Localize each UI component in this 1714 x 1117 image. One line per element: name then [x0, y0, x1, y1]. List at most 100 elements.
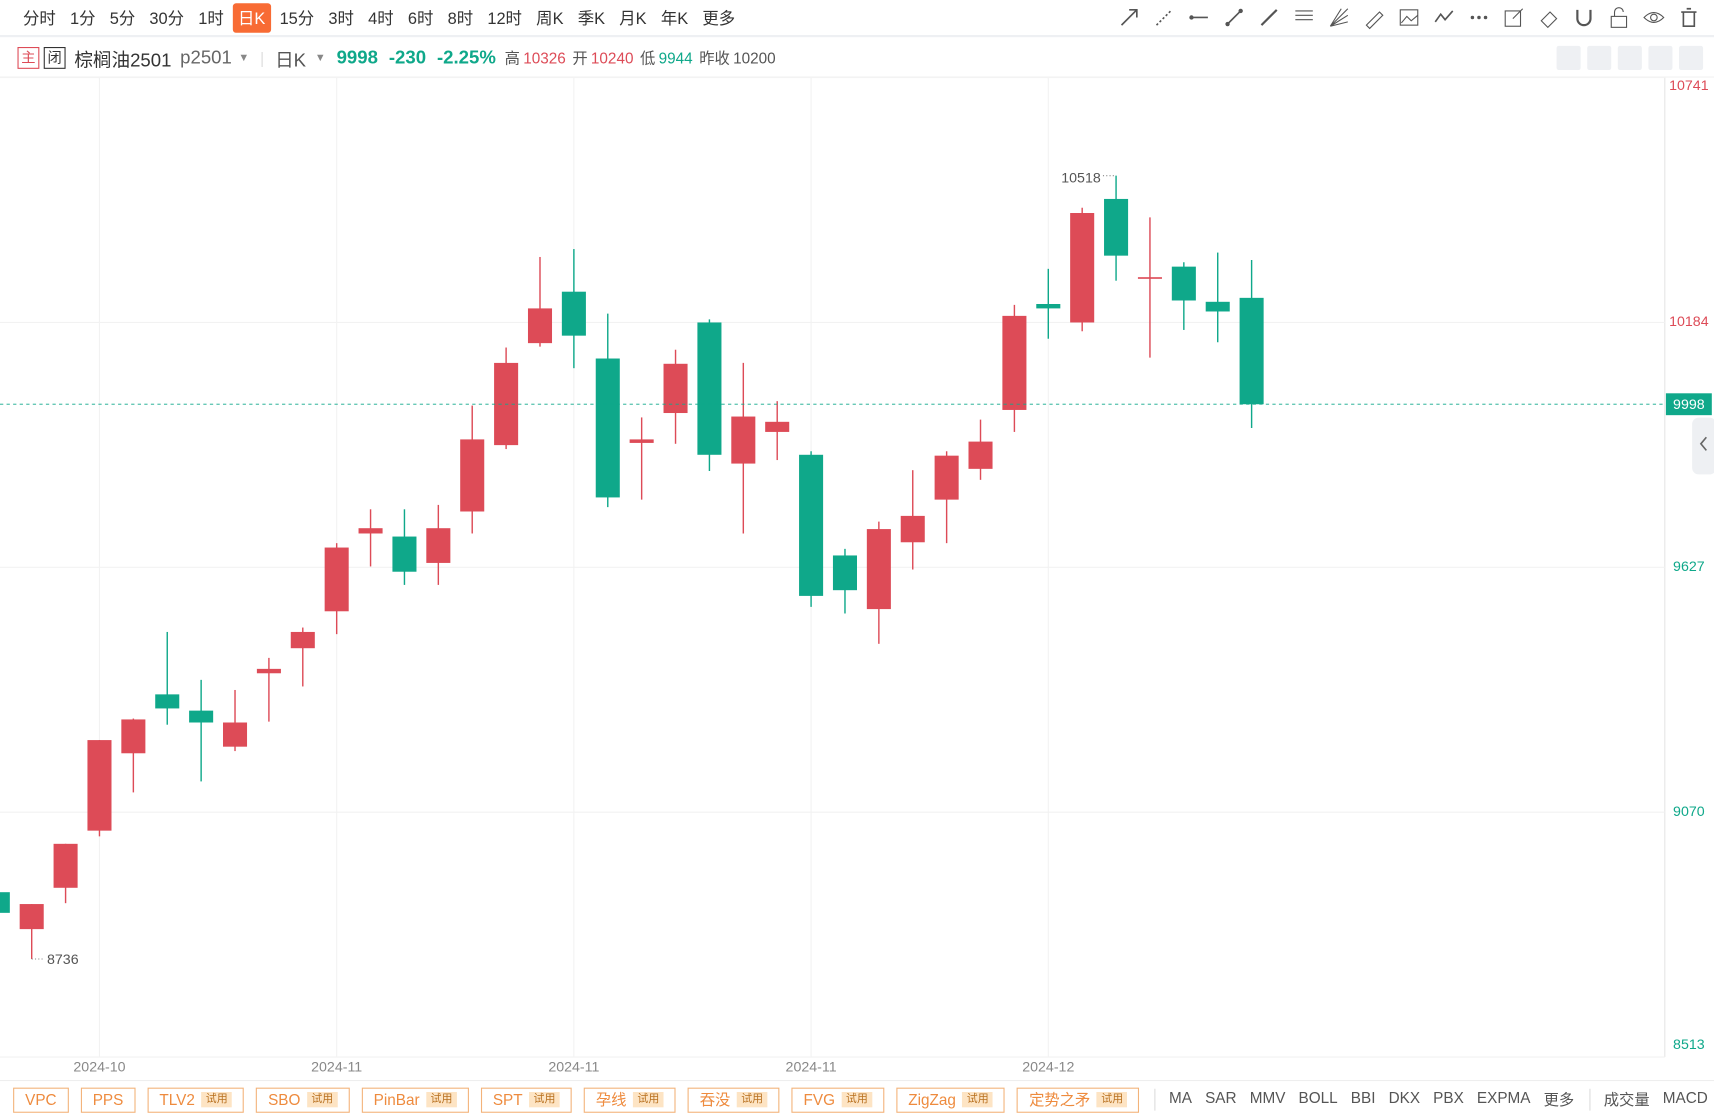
quote-header: 主 闭 棕榈油2501 p2501 ▼ | 日K ▼ 9998 -230 -2.… [0, 39, 1714, 78]
main-indicators: MA SAR MMV BOLL BBI DKX PBX EXPMA 更多 [1154, 1088, 1575, 1111]
period-button[interactable]: 12时 [487, 9, 522, 28]
period-button[interactable]: 6时 [407, 9, 434, 28]
tag-name: 吞没 [699, 1090, 731, 1108]
tool-arrow[interactable] [1117, 5, 1141, 29]
tool-edit[interactable] [1502, 5, 1526, 29]
collapse-icon [1699, 436, 1707, 451]
tool-magnet[interactable] [1572, 5, 1596, 29]
tool-hline[interactable] [1187, 5, 1211, 29]
signal-tag[interactable]: 吞没 试用 [687, 1087, 780, 1113]
candle-body [426, 528, 451, 563]
candle-body [324, 547, 349, 612]
icon-expand[interactable] [1648, 45, 1673, 70]
tag-name: 孕线 [595, 1090, 627, 1108]
indicator[interactable]: SAR [1205, 1088, 1237, 1107]
signal-tag[interactable]: PinBar 试用 [361, 1087, 469, 1113]
signal-tag[interactable]: VPC [13, 1087, 69, 1113]
icon-close[interactable] [1679, 45, 1704, 70]
tool-wave[interactable] [1432, 5, 1456, 29]
tool-eraser[interactable] [1537, 5, 1561, 29]
candle-body [934, 455, 959, 500]
indicator[interactable]: MA [1169, 1088, 1192, 1107]
contract-code[interactable]: p2501 [180, 47, 232, 68]
y-tick-label: 9070 [1673, 804, 1705, 820]
signal-tag[interactable]: TLV2 试用 [147, 1087, 245, 1113]
icon-indicator[interactable] [1556, 45, 1581, 70]
tool-line[interactable] [1257, 5, 1281, 29]
candle-body [968, 441, 993, 469]
candle-body [460, 439, 485, 512]
signal-tag[interactable]: 定势之矛 试用 [1017, 1087, 1140, 1113]
separator: | [260, 49, 265, 67]
period-button[interactable]: 3时 [328, 9, 354, 28]
tag-badge: 试用 [962, 1092, 994, 1108]
indicator[interactable]: EXPMA [1476, 1088, 1531, 1107]
tool-more[interactable] [1467, 5, 1491, 29]
icon-candle[interactable] [1617, 45, 1642, 70]
period-button[interactable]: 1分 [69, 9, 96, 28]
period-button[interactable]: 日K [232, 2, 271, 33]
period-button[interactable]: 季K [577, 9, 606, 28]
candle-body [392, 536, 417, 572]
tool-segment[interactable] [1222, 5, 1246, 29]
tool-eye[interactable] [1642, 5, 1666, 29]
y-tick-label: 9627 [1673, 559, 1705, 575]
badge-main[interactable]: 主 [17, 47, 40, 69]
period-button[interactable]: 4时 [368, 9, 394, 28]
tag-name: FVG [803, 1090, 835, 1108]
period-button[interactable]: 1时 [198, 9, 224, 28]
period-button[interactable]: 更多 [702, 9, 736, 28]
signal-tag[interactable]: SPT 试用 [480, 1087, 572, 1113]
indicator[interactable]: DKX [1388, 1088, 1421, 1107]
candle-body [189, 710, 214, 723]
signal-tag[interactable]: SBO 试用 [256, 1087, 350, 1113]
period-button[interactable]: 分时 [22, 9, 56, 28]
indicator[interactable]: PBX [1433, 1088, 1464, 1107]
badge-close[interactable]: 闭 [43, 47, 66, 69]
indicator[interactable]: BBI [1350, 1088, 1376, 1107]
candle-body [256, 668, 281, 674]
sub-indicator[interactable]: MACD [1662, 1088, 1708, 1107]
tool-lock[interactable] [1607, 5, 1631, 29]
x-tick-label: 2024-11 [548, 1060, 599, 1076]
period-button[interactable]: 5分 [109, 9, 136, 28]
period[interactable]: 日K [275, 49, 307, 71]
tool-ray[interactable] [1152, 5, 1176, 29]
sub-indicator[interactable]: 成交量 [1603, 1090, 1650, 1109]
low-label: 低 [640, 49, 656, 67]
tool-pen[interactable] [1362, 5, 1386, 30]
period-button[interactable]: 15分 [279, 9, 315, 28]
icon-draw[interactable] [1587, 45, 1612, 70]
tag-name: SPT [492, 1090, 523, 1108]
tool-fan[interactable] [1327, 5, 1351, 29]
signal-tag[interactable]: FVG 试用 [791, 1087, 885, 1113]
tool-image[interactable] [1397, 5, 1421, 29]
change-pct: -2.25% [436, 47, 496, 68]
indicator[interactable]: BOLL [1298, 1088, 1338, 1107]
period-button[interactable]: 年K [660, 9, 689, 28]
prev-label: 昨收 [699, 49, 730, 67]
signal-tag[interactable]: 孕线 试用 [583, 1087, 676, 1113]
indicator[interactable]: MMV [1249, 1088, 1286, 1107]
tag-badge: 试用 [426, 1092, 457, 1108]
candle-body [53, 843, 78, 888]
signal-tag[interactable]: ZigZag 试用 [896, 1087, 1006, 1113]
candle-body [765, 421, 790, 432]
high-label: 高 [504, 49, 520, 67]
period-button[interactable]: 月K [619, 9, 647, 28]
tool-fib[interactable] [1292, 5, 1316, 29]
change: -230 [388, 47, 427, 68]
indicator-bar: VPC PPS TLV2 试用 SBO 试用 PinBar 试用 SPT 试用 孕线 试用 吞没 试用 FV… [0, 1079, 1714, 1117]
tool-delete[interactable] [1677, 5, 1701, 29]
signal-tag[interactable]: PPS [80, 1087, 136, 1113]
indicator[interactable]: 更多 [1543, 1090, 1575, 1109]
period-button[interactable]: 周K [536, 9, 564, 28]
min-label: 8736 [47, 952, 79, 968]
candle-body [87, 740, 112, 831]
period-button[interactable]: 30分 [149, 9, 185, 28]
last-price-label: 9998 [1673, 397, 1705, 413]
sub-indicators: 成交量 MACD [1589, 1088, 1708, 1111]
period-button[interactable]: 8时 [447, 9, 474, 28]
